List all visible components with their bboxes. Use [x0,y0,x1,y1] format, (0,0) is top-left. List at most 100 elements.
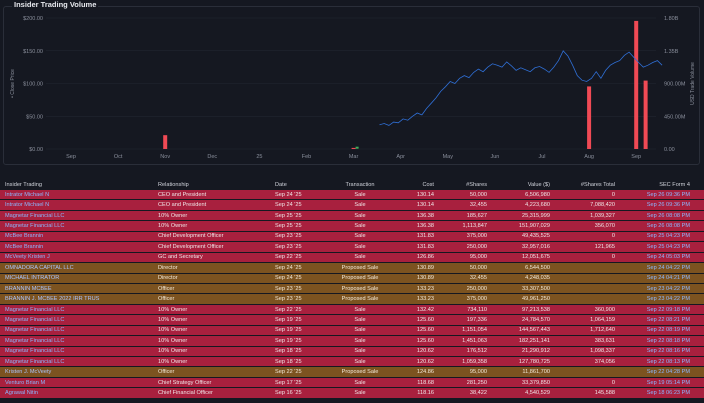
shares-total-cell: 374,056 [594,358,615,365]
cost-cell: 125.60 [416,327,434,334]
insider-name-link[interactable]: BRANNIN MCBEE [5,285,52,292]
insider-name-link[interactable]: McBee Brannin [5,243,44,250]
insider-name-link[interactable]: Magnetar Financial LLC [5,306,65,313]
shares-cell: 95,000 [469,369,487,376]
table-row: McVeety Kristen J GC and Secretary Sep 22 … [0,252,704,264]
table-row: McBee Brannin Chief Development Officer Se… [0,242,704,253]
insider-name-link[interactable]: Venturo Brian M [5,379,46,386]
sec-form-link[interactable]: Sep 22 08:19 PM [646,327,690,334]
insider-name-link[interactable]: Magnetar Financial LLC [5,212,65,219]
x-tick-label: Jun [490,154,499,160]
shares-total-cell: 0 [611,233,615,240]
header-insider[interactable]: Insider Trading [5,181,43,188]
date-cell: Sep 17 '25 [275,379,302,386]
insider-name-link[interactable]: Agrawal Nitin [5,390,38,397]
header-shares[interactable]: #Shares [466,181,487,188]
x-tick-label: Sep [631,154,641,160]
sec-form-link[interactable]: Sep 22 08:13 PM [646,358,690,365]
table-row: Magnetar Financial LLC 10% Owner Sep 22 '2… [0,304,704,316]
volume-bar [351,147,356,149]
cost-cell: 136.38 [416,223,434,230]
x-tick-label: Apr [396,154,405,160]
sec-form-link[interactable]: Sep 23 04:22 PM [646,296,690,303]
date-cell: Sep 16 '25 [275,390,302,397]
shares-total-cell: 121,965 [594,243,615,250]
sec-form-link[interactable]: Sep 19 05:14 PM [646,379,690,386]
sec-form-link[interactable]: Sep 24 04:22 PM [646,264,690,271]
insider-name-link[interactable]: Magnetar Financial LLC [5,223,65,230]
value-cell: 32,957,016 [522,243,550,250]
header-relationship[interactable]: Relationship [158,181,189,188]
sec-form-link[interactable]: Sep 25 04:23 PM [646,243,690,250]
header-value[interactable]: Value ($) [527,181,550,188]
insider-volume-chart: $200.00 $150.00 $100.00 $50.00 $0.00 1.80B 1.3… [10,16,696,160]
shares-cell: 250,000 [466,285,487,292]
sec-form-link[interactable]: Sep 22 08:16 PM [646,348,690,355]
sec-form-link[interactable]: Sep 25 04:23 PM [646,233,690,240]
sec-form-link[interactable]: Sep 24 05:03 PM [646,254,690,261]
sec-form-link[interactable]: Sep 26 08:08 PM [646,212,690,219]
header-transaction[interactable]: Transaction [345,181,375,188]
value-cell: 25,315,999 [522,212,550,219]
shares-total-cell: 356,070 [594,223,615,230]
y-axis-label: • Close Price [10,69,16,98]
shares-total-cell: 7,088,420 [590,202,615,209]
insider-name-link[interactable]: Magnetar Financial LLC [5,358,65,365]
sec-form-link[interactable]: Sep 18 06:23 PM [646,390,690,397]
shares-cell: 1,151,054 [462,327,487,334]
y2-tick-label: 1.35B [664,49,679,55]
value-cell: 151,907,029 [518,223,550,230]
sec-form-link[interactable]: Sep 23 04:22 PM [646,285,690,292]
insider-name-link[interactable]: Magnetar Financial LLC [5,337,65,344]
transaction-cell: Sale [354,379,366,386]
insider-name-link[interactable]: McVeety Kristen J [5,254,50,261]
cost-cell: 130.89 [416,264,434,271]
sec-form-link[interactable]: Sep 22 08:18 PM [646,337,690,344]
sec-form-link[interactable]: Sep 22 04:28 PM [646,369,690,376]
sec-form-link[interactable]: Sep 22 08:21 PM [646,316,690,323]
sec-form-link[interactable]: Sep 26 09:36 PM [646,191,690,198]
header-date[interactable]: Date [275,181,287,188]
table-row: BRANNIN J. MCBEE 2022 IRR TRUS Officer Sep… [0,294,704,305]
relationship-cell: Officer [158,285,175,292]
transaction-cell: Proposed Sale [341,275,379,282]
cost-cell: 124.86 [416,369,434,376]
table-row: Magnetar Financial LLC 10% Owner Sep 19 '2… [0,315,704,326]
table-row: MICHAEL INTRATOR Director Sep 24 '25 Propos… [0,273,704,284]
header-cost[interactable]: Cost [422,181,434,188]
shares-total-cell: 360,900 [594,306,615,313]
shares-total-cell: 1,712,640 [590,327,615,334]
insider-name-link[interactable]: MICHAEL INTRATOR [5,275,60,282]
sec-form-link[interactable]: Sep 24 04:21 PM [646,275,690,282]
insider-name-link[interactable]: BRANNIN J. MCBEE 2022 IRR TRUS [5,296,100,303]
header-sec-form[interactable]: SEC Form 4 [659,181,690,188]
volume-bar [163,135,168,149]
shares-cell: 176,512 [466,348,487,355]
shares-cell: 1,059,358 [462,358,487,365]
insider-name-link[interactable]: Magnetar Financial LLC [5,327,65,334]
insider-name-link[interactable]: OMNADORA CAPITAL LLC [5,264,74,271]
shares-cell: 375,000 [466,296,487,303]
sec-form-link[interactable]: Sep 26 09:36 PM [646,202,690,209]
x-tick-label: Mar [349,154,359,160]
insider-name-link[interactable]: Intrator Michael N [5,191,50,198]
insider-name-link[interactable]: Magnetar Financial LLC [5,348,65,355]
sec-form-link[interactable]: Sep 22 09:18 PM [646,306,690,313]
shares-total-cell: 1,098,337 [590,348,615,355]
date-cell: Sep 23 '25 [275,243,302,250]
insider-name-link[interactable]: McBee Brannin [5,233,44,240]
price-marker [355,146,359,149]
insider-name-link[interactable]: Magnetar Financial LLC [5,316,65,323]
cost-cell: 133.23 [416,285,434,292]
y2-tick-label: 900.00M [664,82,686,88]
sec-form-link[interactable]: Sep 26 08:08 PM [646,223,690,230]
insider-name-link[interactable]: Kristen J. McVeety [5,369,52,376]
value-cell: 6,544,500 [525,264,550,271]
shares-cell: 281,250 [466,379,487,386]
date-cell: Sep 23 '25 [275,285,302,292]
header-shares-total[interactable]: #Shares Total [580,181,615,188]
shares-total-cell: 145,588 [594,390,615,397]
relationship-cell: 10% Owner [158,348,188,355]
shares-cell: 50,000 [469,264,487,271]
insider-name-link[interactable]: Intrator Michael N [5,202,50,209]
